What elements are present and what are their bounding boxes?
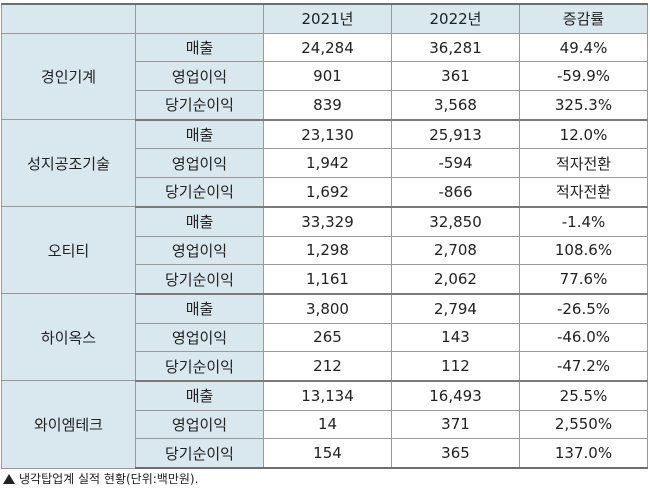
metric-label: 당기순이익 bbox=[135, 264, 264, 295]
header-metric bbox=[135, 2, 264, 34]
value-2022: 2,708 bbox=[391, 235, 520, 266]
header-company bbox=[1, 2, 136, 34]
company-name: 와이엠테크 bbox=[1, 380, 136, 469]
metric-label: 영업이익 bbox=[135, 322, 264, 353]
company-name: 오티티 bbox=[1, 206, 136, 295]
header-row: 2021년 2022년 증감률 bbox=[1, 2, 648, 34]
value-change: 12.0% bbox=[519, 119, 648, 150]
table-caption: 냉각탑업계 실적 현황(단위:백만원). bbox=[3, 470, 198, 487]
value-change: -1.4% bbox=[519, 206, 648, 237]
table-row: 당기순이익 1,692 -866 적자전환 bbox=[2, 177, 648, 208]
metric-label: 매출 bbox=[135, 32, 264, 63]
value-change: 25.5% bbox=[519, 380, 648, 411]
caption-text: 냉각탑업계 실적 현황(단위:백만원). bbox=[19, 472, 199, 486]
value-change: 2,550% bbox=[519, 409, 648, 440]
metric-label: 당기순이익 bbox=[135, 177, 264, 208]
value-2021: 13,134 bbox=[263, 380, 392, 411]
triangle-up-icon bbox=[3, 474, 15, 484]
value-change: -46.0% bbox=[519, 322, 648, 353]
financial-table: 2021년 2022년 증감률 경인기계 매출 24,284 36,281 49… bbox=[1, 2, 648, 470]
value-change: 137.0% bbox=[519, 438, 648, 470]
metric-label: 매출 bbox=[135, 293, 264, 324]
value-2022: 16,493 bbox=[391, 380, 520, 411]
table-row: 당기순이익 212 112 -47.2% bbox=[2, 351, 648, 382]
value-2021: 1,942 bbox=[263, 148, 392, 179]
value-change: 49.4% bbox=[519, 32, 648, 63]
value-change: 적자전환 bbox=[519, 177, 648, 208]
header-2022: 2022년 bbox=[391, 2, 520, 34]
table-row: 오티티 매출 33,329 32,850 -1.4% bbox=[1, 206, 648, 295]
value-change: -59.9% bbox=[519, 61, 648, 92]
value-2021: 265 bbox=[263, 322, 392, 353]
value-2022: -866 bbox=[391, 177, 520, 208]
value-2021: 14 bbox=[263, 409, 392, 440]
value-change: 77.6% bbox=[519, 264, 648, 295]
table-row: 성지공조기술 매출 23,130 25,913 12.0% bbox=[1, 119, 648, 208]
header-2021: 2021년 bbox=[263, 2, 392, 34]
value-change: 325.3% bbox=[519, 90, 648, 121]
metric-label: 당기순이익 bbox=[135, 438, 264, 470]
value-2021: 23,130 bbox=[263, 119, 392, 150]
metric-label: 매출 bbox=[135, 119, 264, 150]
value-2022: 36,281 bbox=[391, 32, 520, 63]
table-row: 와이엠테크 매출 13,134 16,493 25.5% bbox=[1, 380, 648, 469]
value-2021: 1,692 bbox=[263, 177, 392, 208]
table-row: 영업이익 14 371 2,550% bbox=[2, 409, 648, 440]
table-row: 영업이익 1,942 -594 적자전환 bbox=[2, 148, 648, 179]
value-2022: -594 bbox=[391, 148, 520, 179]
value-2021: 1,161 bbox=[263, 264, 392, 295]
value-2022: 2,794 bbox=[391, 293, 520, 324]
value-2022: 2,062 bbox=[391, 264, 520, 295]
table-row: 영업이익 901 361 -59.9% bbox=[2, 61, 648, 92]
table-row: 당기순이익 154 365 137.0% bbox=[2, 438, 648, 470]
value-change: -26.5% bbox=[519, 293, 648, 324]
value-2022: 361 bbox=[391, 61, 520, 92]
value-2022: 32,850 bbox=[391, 206, 520, 237]
metric-label: 당기순이익 bbox=[135, 351, 264, 382]
metric-label: 영업이익 bbox=[135, 409, 264, 440]
company-name: 경인기계 bbox=[1, 32, 136, 121]
value-2022: 25,913 bbox=[391, 119, 520, 150]
metric-label: 매출 bbox=[135, 380, 264, 411]
table-row: 영업이익 265 143 -46.0% bbox=[2, 322, 648, 353]
table-row: 당기순이익 839 3,568 325.3% bbox=[2, 90, 648, 121]
value-change: 108.6% bbox=[519, 235, 648, 266]
value-2021: 839 bbox=[263, 90, 392, 121]
value-2022: 3,568 bbox=[391, 90, 520, 121]
value-2022: 371 bbox=[391, 409, 520, 440]
metric-label: 당기순이익 bbox=[135, 90, 264, 121]
table-row: 당기순이익 1,161 2,062 77.6% bbox=[2, 264, 648, 295]
value-2022: 143 bbox=[391, 322, 520, 353]
value-change: 적자전환 bbox=[519, 148, 648, 179]
value-2021: 212 bbox=[263, 351, 392, 382]
metric-label: 영업이익 bbox=[135, 235, 264, 266]
company-name: 성지공조기술 bbox=[1, 119, 136, 208]
header-change: 증감률 bbox=[519, 2, 648, 34]
table-row: 하이옥스 매출 3,800 2,794 -26.5% bbox=[1, 293, 648, 382]
value-2021: 24,284 bbox=[263, 32, 392, 63]
value-2021: 33,329 bbox=[263, 206, 392, 237]
table-row: 경인기계 매출 24,284 36,281 49.4% bbox=[1, 32, 648, 121]
value-2021: 154 bbox=[263, 438, 392, 470]
value-2021: 3,800 bbox=[263, 293, 392, 324]
company-name: 하이옥스 bbox=[1, 293, 136, 382]
metric-label: 매출 bbox=[135, 206, 264, 237]
value-2021: 901 bbox=[263, 61, 392, 92]
value-2021: 1,298 bbox=[263, 235, 392, 266]
metric-label: 영업이익 bbox=[135, 61, 264, 92]
value-2022: 365 bbox=[391, 438, 520, 470]
metric-label: 영업이익 bbox=[135, 148, 264, 179]
value-change: -47.2% bbox=[519, 351, 648, 382]
value-2022: 112 bbox=[391, 351, 520, 382]
